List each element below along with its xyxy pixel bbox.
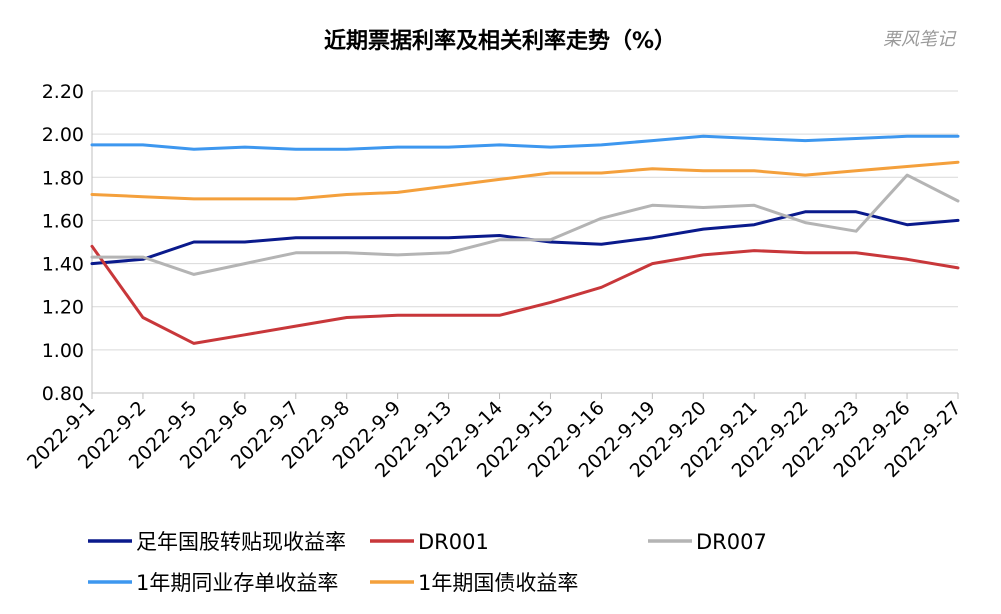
y-tick-label: 0.80 bbox=[42, 383, 84, 405]
series-line-3 bbox=[90, 134, 960, 151]
legend-label: 足年国股转贴现收益率 bbox=[136, 530, 346, 554]
y-axis-ticks: 0.80 1.00 1.20 1.40 1.60 1.80 2.00 2.20 bbox=[42, 81, 84, 405]
series-line-2 bbox=[90, 173, 960, 276]
y-tick-label: 1.20 bbox=[42, 297, 84, 319]
legend-label: 1年期同业存单收益率 bbox=[136, 571, 338, 595]
watermark: 栗风笔记 bbox=[883, 29, 957, 50]
chart-title: 近期票据利率及相关利率走势（%） bbox=[324, 28, 676, 54]
y-tick-label: 1.00 bbox=[42, 340, 84, 362]
legend-label: DR007 bbox=[696, 530, 767, 554]
series-line-1 bbox=[90, 244, 960, 345]
y-tick-label: 1.40 bbox=[42, 254, 84, 276]
y-tick-label: 2.00 bbox=[42, 124, 84, 146]
series-line-4 bbox=[90, 160, 960, 201]
axes bbox=[91, 91, 958, 394]
legend: 足年国股转贴现收益率 DR001 DR007 1年期同业存单收益率 1年期国债收益率 bbox=[88, 530, 767, 595]
legend-label: 1年期国债收益率 bbox=[418, 571, 578, 595]
legend-label: DR001 bbox=[418, 530, 489, 554]
series-lines bbox=[90, 134, 960, 345]
x-axis-ticks: 2022-9-12022-9-22022-9-52022-9-62022-9-7… bbox=[23, 393, 966, 482]
y-tick-label: 2.20 bbox=[42, 81, 84, 103]
y-tick-label: 1.80 bbox=[42, 167, 84, 189]
series-line-0 bbox=[90, 210, 960, 266]
y-tick-label: 1.60 bbox=[42, 210, 84, 232]
